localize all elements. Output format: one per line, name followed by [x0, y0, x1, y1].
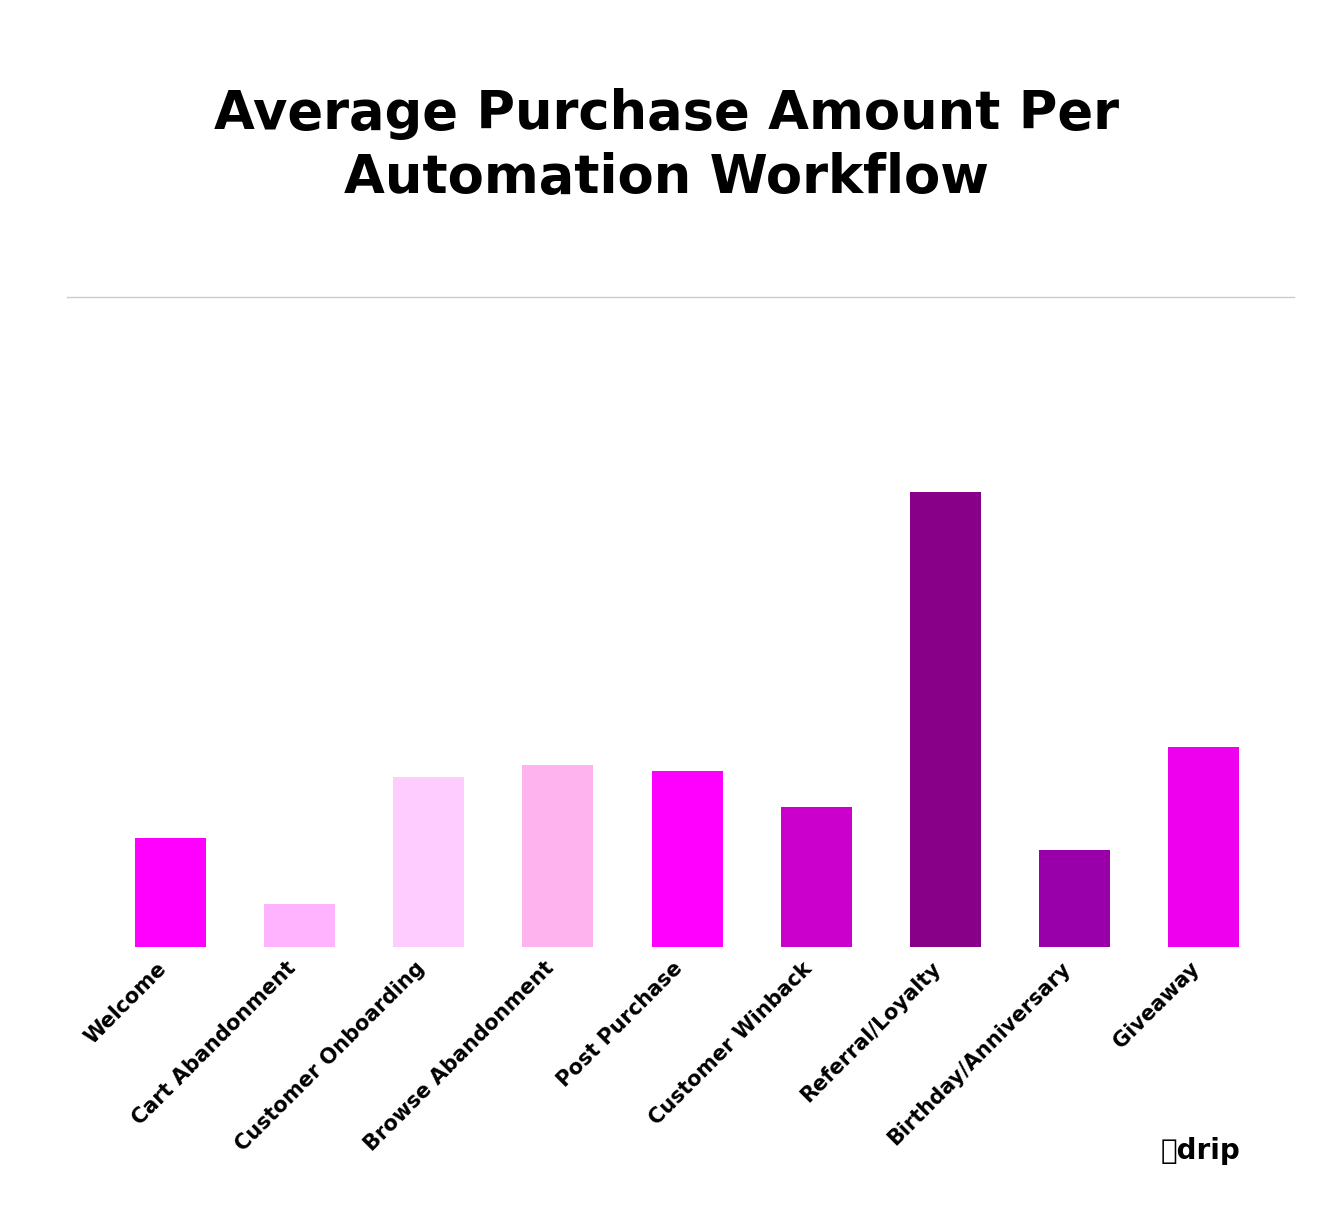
Bar: [394, 777, 464, 947]
Bar: [264, 904, 335, 947]
Bar: [135, 838, 207, 947]
Text: ⛆drip: ⛆drip: [1161, 1138, 1241, 1165]
Bar: [651, 771, 723, 947]
Bar: [523, 765, 594, 947]
Bar: [910, 492, 980, 947]
Bar: [1167, 747, 1239, 947]
Text: Average Purchase Amount Per
Automation Workflow: Average Purchase Amount Per Automation W…: [215, 87, 1119, 204]
Bar: [1039, 850, 1110, 947]
Bar: [780, 807, 851, 947]
